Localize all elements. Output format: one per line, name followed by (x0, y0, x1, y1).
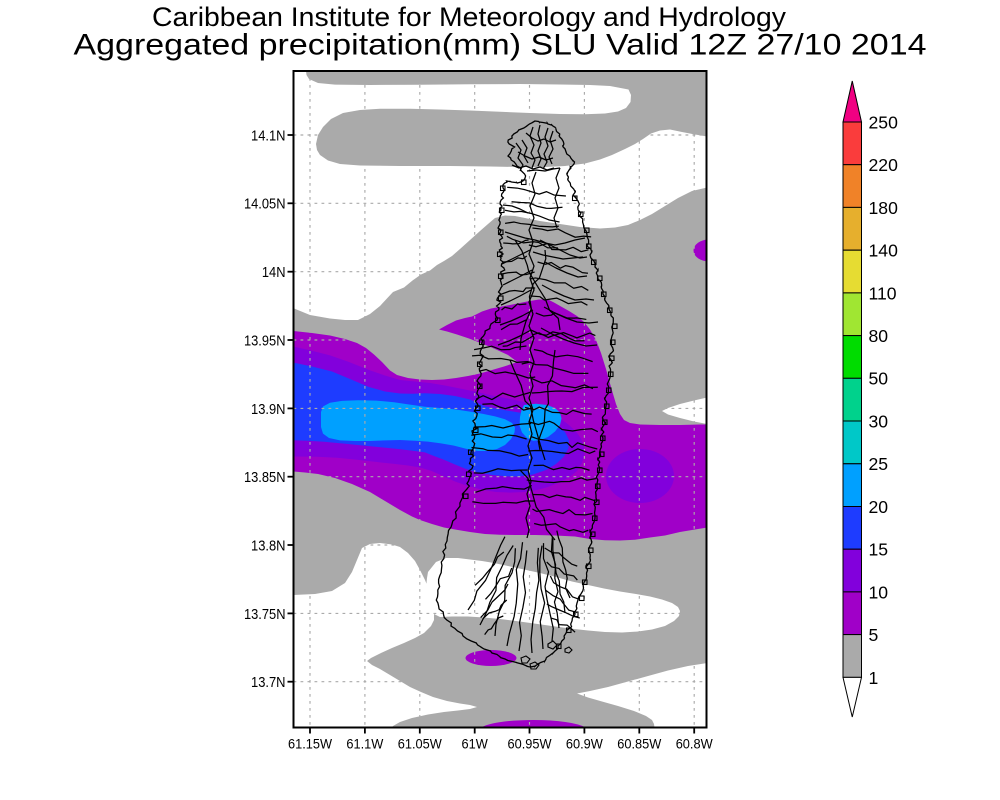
svg-text:140: 140 (869, 241, 899, 261)
svg-text:13.7N: 13.7N (251, 675, 286, 691)
svg-text:10: 10 (869, 582, 889, 602)
svg-text:110: 110 (869, 283, 897, 303)
svg-text:61.15W: 61.15W (288, 736, 333, 752)
svg-text:61.05W: 61.05W (398, 736, 443, 752)
svg-text:13.8N: 13.8N (251, 538, 286, 554)
svg-text:14N: 14N (262, 265, 286, 281)
svg-text:80: 80 (869, 326, 889, 346)
svg-text:14.1N: 14.1N (251, 128, 286, 144)
svg-text:1: 1 (869, 668, 879, 688)
svg-text:60.8W: 60.8W (676, 736, 714, 752)
svg-text:60.95W: 60.95W (508, 736, 553, 752)
svg-text:14.05N: 14.05N (244, 197, 286, 213)
svg-text:Aggregated precipitation(mm) S: Aggregated precipitation(mm) SLU Valid 1… (74, 29, 927, 62)
svg-text:15: 15 (869, 540, 889, 560)
svg-text:13.75N: 13.75N (244, 607, 286, 623)
svg-text:5: 5 (869, 625, 879, 645)
svg-text:60.9W: 60.9W (566, 736, 604, 752)
svg-text:25: 25 (869, 454, 889, 474)
svg-text:61.1W: 61.1W (346, 736, 384, 752)
svg-text:13.95N: 13.95N (244, 333, 286, 349)
svg-text:13.9N: 13.9N (251, 402, 286, 418)
svg-text:13.85N: 13.85N (244, 470, 286, 486)
svg-text:61W: 61W (462, 736, 489, 752)
svg-text:50: 50 (869, 369, 889, 389)
svg-text:220: 220 (869, 155, 899, 175)
svg-text:250: 250 (869, 112, 899, 132)
svg-text:30: 30 (869, 411, 889, 431)
svg-text:Caribbean Institute for Meteor: Caribbean Institute for Meteorology and … (152, 2, 787, 32)
svg-text:60.85W: 60.85W (617, 736, 662, 752)
svg-text:20: 20 (869, 497, 889, 517)
svg-text:180: 180 (869, 198, 899, 218)
